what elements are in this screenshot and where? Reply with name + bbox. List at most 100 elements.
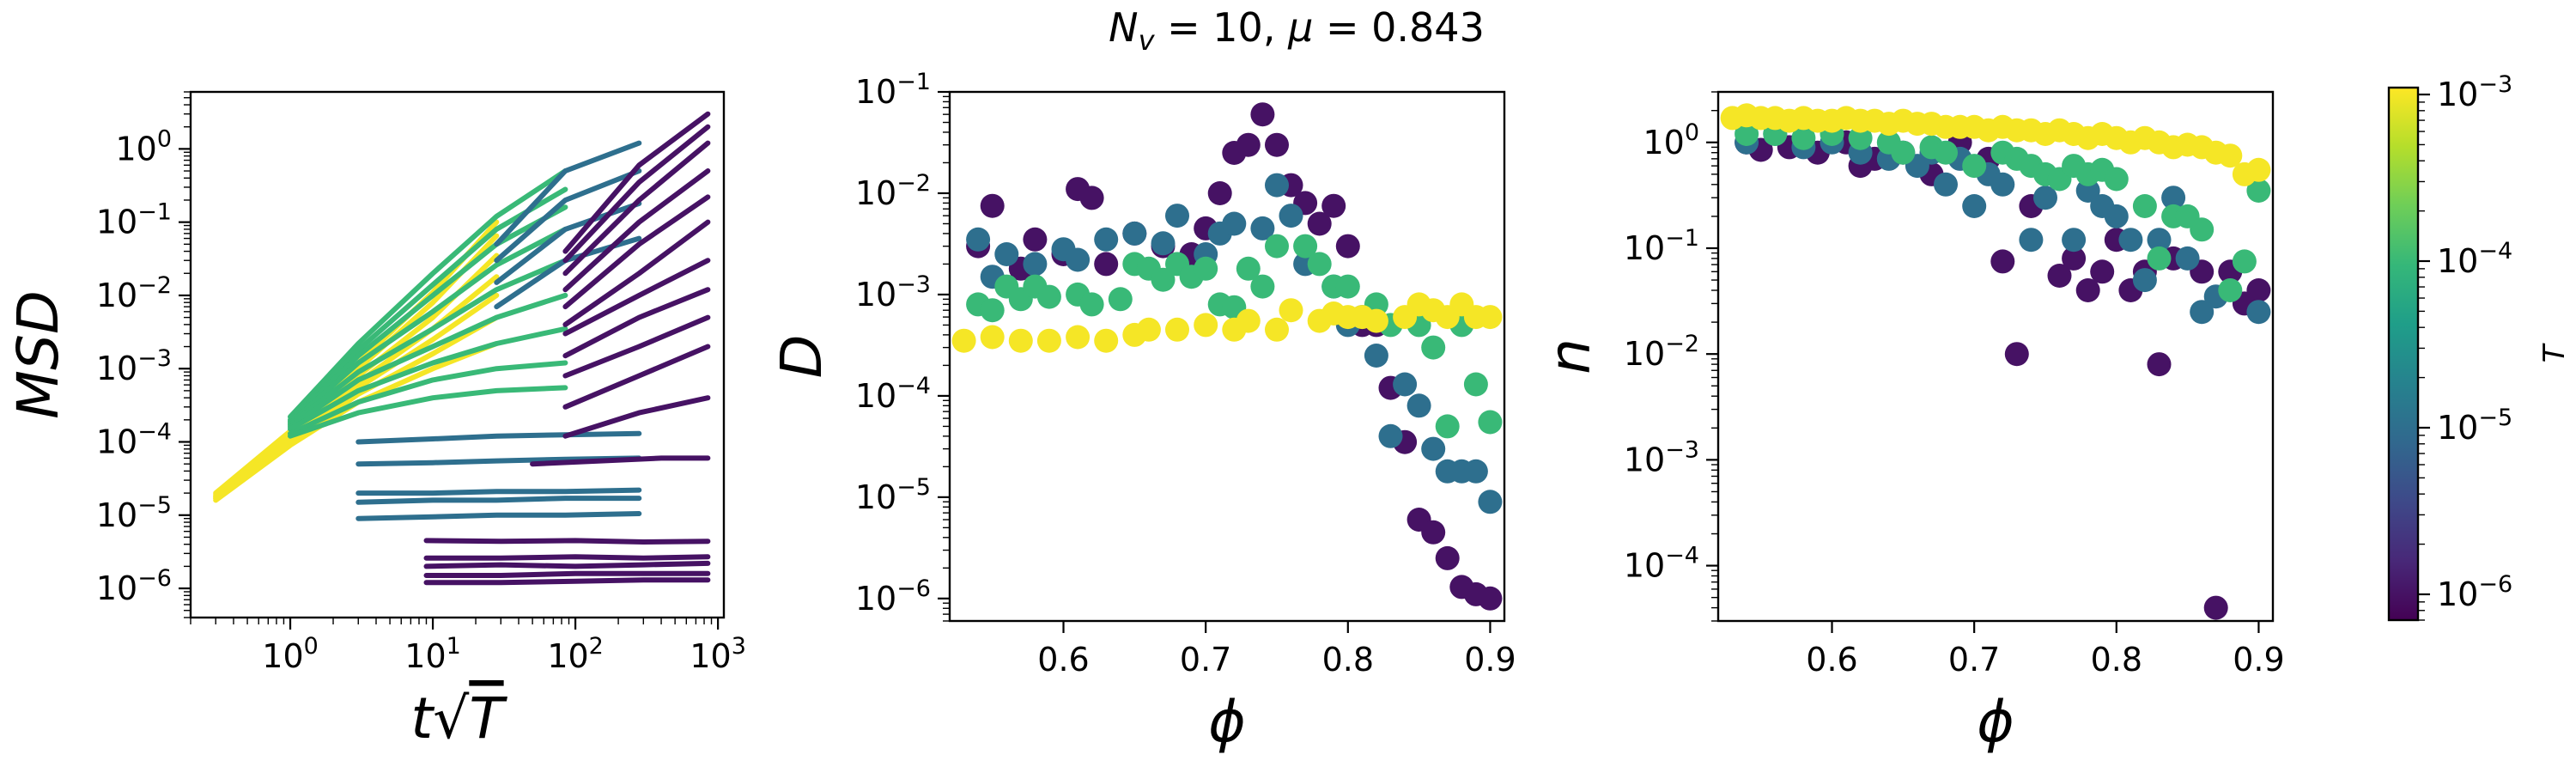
colorbar-frame (2387, 86, 2420, 622)
scatter-point (2147, 246, 2172, 271)
y-axis-label: MSD (5, 290, 71, 419)
msd-curve (494, 168, 642, 264)
colorbar-tick-label: 10−4 (2437, 238, 2512, 280)
scatter-point (2118, 228, 2143, 253)
y-tick-label: 10−5 (96, 492, 172, 534)
scatter-point (2104, 167, 2129, 192)
msd-curve (288, 385, 568, 439)
scatter-point (1321, 193, 1346, 218)
scatter-point (2218, 278, 2243, 302)
scatter-point (2047, 264, 2072, 288)
scatter-point (1036, 284, 1061, 309)
x-tick-label: 100 (262, 633, 319, 675)
scatter-point (1478, 490, 1503, 514)
scatter-point (1848, 125, 1873, 150)
y-tick-label: 100 (115, 125, 172, 167)
y-tick-label: 10−2 (1624, 331, 1699, 373)
scatter-point (1079, 186, 1104, 210)
scatter-point (1421, 436, 1446, 461)
scatter-point (1136, 317, 1161, 342)
scatter-point (1335, 234, 1360, 259)
msd-curve (288, 326, 568, 432)
scatter-point (1791, 125, 1816, 150)
scatter-point (2175, 246, 2200, 271)
msd-curve (288, 258, 568, 428)
x-tick-label: 0.9 (2233, 641, 2284, 679)
x-tick-label: 0.6 (1037, 641, 1089, 679)
msd-curve (562, 314, 711, 379)
msd-curve (562, 287, 711, 359)
msd-curve (562, 111, 711, 254)
scatter-point (2190, 300, 2215, 325)
scatter-point (1023, 227, 1048, 252)
scatter-point (1250, 274, 1275, 299)
y-tick-label: 10−5 (855, 474, 931, 516)
x-axis-label: t√T (410, 685, 507, 752)
colorbar-tick-label: 10−3 (2437, 71, 2512, 113)
scatter-point (2203, 595, 2228, 620)
scatter-point (2218, 143, 2243, 168)
scatter-point (2232, 249, 2257, 274)
scatter-point (2246, 157, 2271, 182)
scatter-point (1194, 313, 1218, 338)
scatter-point (1194, 256, 1218, 281)
axes-frame (948, 90, 1506, 623)
scatter-point (980, 298, 1005, 323)
msd-curve (423, 577, 711, 586)
scatter-point (1421, 335, 1446, 360)
msd-curve (562, 258, 711, 337)
x-tick-label: 0.8 (1322, 641, 1374, 679)
scatter-point (1108, 287, 1133, 312)
x-tick-label: 0.7 (1180, 641, 1231, 679)
scatter-point (1079, 292, 1104, 317)
y-axis-label: n (1537, 338, 1603, 374)
scatter-point (2246, 278, 2271, 302)
scatter-point (1934, 140, 1958, 165)
scatter-point (1990, 172, 2015, 197)
scatter-point (980, 193, 1005, 218)
x-tick-label: 101 (404, 633, 461, 675)
msd-curve (288, 292, 568, 430)
scatter-point (2062, 228, 2087, 253)
msd-curve (562, 168, 711, 293)
scatter-point (1478, 586, 1503, 611)
plot-area (1720, 103, 2271, 620)
figure-title: Nv = 10, μ = 0.843 (1109, 4, 1485, 57)
scatter-point (2190, 217, 2215, 242)
y-tick-label: 10−2 (855, 170, 931, 212)
msd-curve (562, 395, 711, 439)
scatter-point (1008, 328, 1033, 353)
axes-frame (1716, 90, 2275, 623)
y-tick-label: 10−3 (855, 271, 931, 313)
x-axis-label: ϕ (1208, 689, 1246, 755)
msd-curve (288, 360, 568, 436)
msd-panel: 10−6 10−5 10−4 10−3 10−2 10−1 100 100 101 102 103 t… (5, 90, 746, 752)
x-tick-label: 102 (547, 633, 604, 675)
scatter-point (1236, 256, 1261, 281)
axes-frame (189, 90, 726, 619)
scatter-point (1066, 247, 1091, 272)
msd-curve (562, 344, 711, 410)
y-tick-label: 10−6 (96, 565, 172, 607)
scatter-point (2147, 228, 2172, 253)
y-tick-label: 10−2 (96, 272, 172, 314)
scatter-point (2246, 300, 2271, 325)
scatter-point (1891, 140, 1916, 165)
y-tick-label: 10−4 (855, 373, 931, 415)
scatter-point (1406, 393, 1431, 418)
scatter-point (2004, 342, 2029, 367)
scatter-point (2062, 246, 2087, 271)
msd-curve (355, 430, 642, 445)
scatter-point (1279, 204, 1303, 228)
scatter-point (1207, 181, 1232, 205)
scatter-point (1265, 317, 1289, 342)
scatter-point (1094, 252, 1119, 277)
scatter-point (1421, 520, 1446, 545)
scatter-point (2090, 259, 2115, 284)
scatter-point (1222, 211, 1247, 236)
scatter-point (1250, 102, 1275, 127)
msd-curve (494, 140, 642, 247)
scatter-point (1265, 234, 1289, 259)
y-tick-label: 10−1 (855, 69, 931, 111)
